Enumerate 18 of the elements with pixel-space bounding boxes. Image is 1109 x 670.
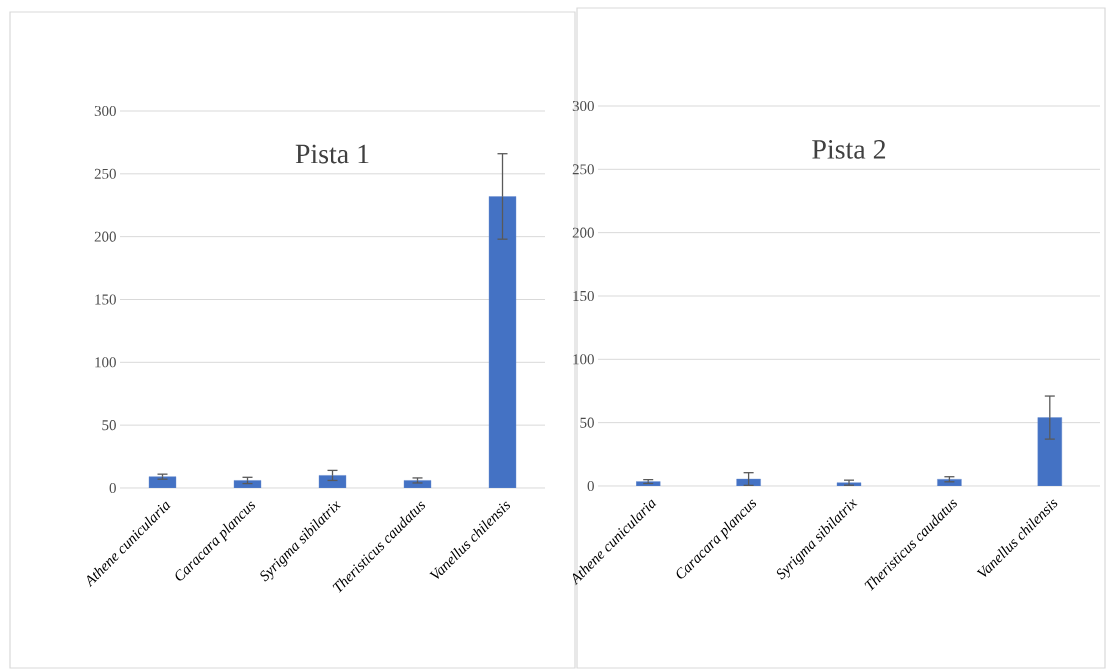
y-tick-label: 100 (573, 354, 594, 365)
y-tick-label: 250 (572, 164, 594, 175)
y-tick-label: 200 (94, 231, 116, 242)
y-tick-label: 150 (95, 294, 116, 305)
y-tick-label: 300 (572, 100, 594, 112)
text: Pista 2 (812, 140, 886, 159)
bar (488, 196, 517, 488)
y-tick-label: 50 (102, 420, 116, 431)
y-tick-label: 200 (572, 227, 594, 238)
y-tick-label: 50 (580, 417, 594, 428)
bar (1037, 417, 1063, 486)
y-tick-label: 0 (109, 482, 116, 494)
y-tick-label: 100 (95, 357, 116, 368)
y-tick-label: 300 (94, 105, 116, 117)
text: Pista 1 (295, 144, 369, 164)
y-tick-label: 150 (573, 290, 594, 302)
y-tick-label: 0 (587, 480, 594, 492)
y-tick-label: 250 (94, 168, 116, 179)
